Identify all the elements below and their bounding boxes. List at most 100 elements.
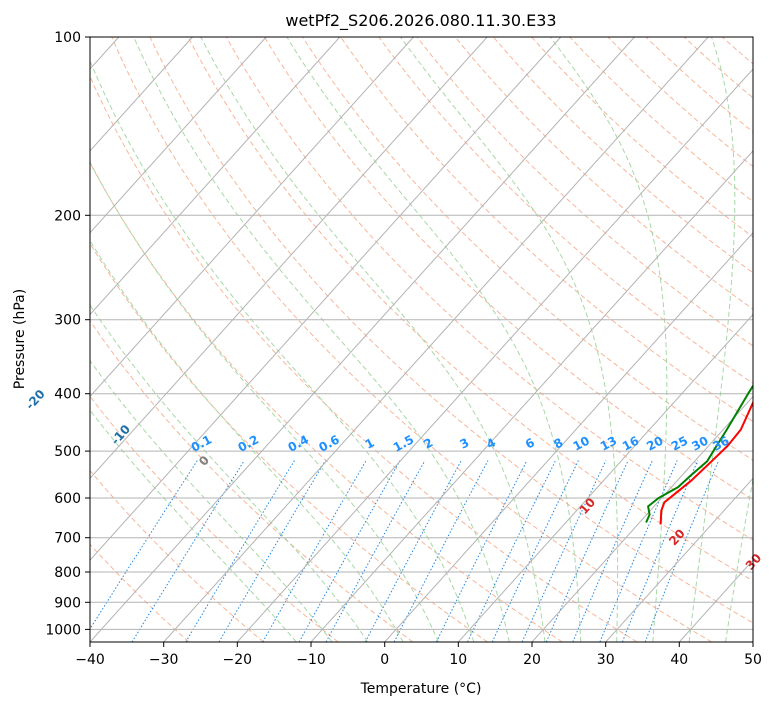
x-tick-label: −10 — [296, 652, 326, 668]
x-tick-label: 0 — [380, 652, 389, 668]
mixing-ratio-line — [218, 460, 326, 642]
mixing-ratio-label: 10 — [571, 433, 592, 453]
isotherm-line — [90, 37, 414, 398]
y-tick-label: 700 — [54, 531, 81, 547]
dry-adiabat-line — [761, 37, 775, 642]
moist-adiabat-line — [90, 59, 475, 642]
isotherm-line — [90, 37, 341, 316]
moist-adiabat-line — [688, 37, 736, 642]
x-axis-label: Temperature (°C) — [360, 681, 482, 697]
x-tick-label: −20 — [223, 652, 253, 668]
mixing-ratio-line — [644, 460, 720, 642]
mixing-ratio-label: 2 — [421, 435, 435, 451]
moist-adiabat-label: 20 — [666, 526, 688, 548]
isotherm-line — [384, 232, 753, 642]
dry-adiabat-line — [493, 37, 753, 274]
dry-adiabat-line — [569, 37, 753, 203]
mixing-ratio-label: 3 — [457, 435, 471, 451]
isotherm-line — [90, 37, 488, 480]
isotherm-line — [90, 37, 193, 152]
mixing-ratio-line — [393, 460, 489, 642]
y-tick-label: 800 — [54, 565, 81, 581]
x-tick-label: 50 — [744, 652, 762, 668]
mixing-ratio-line — [364, 460, 462, 642]
moist-adiabat-line — [90, 160, 439, 642]
dry-adiabat-line — [90, 543, 190, 642]
mixing-ratio-label: 4 — [484, 435, 498, 451]
mixing-ratio-line — [325, 460, 426, 642]
x-tick-label: −30 — [149, 652, 179, 668]
mixing-ratio-label: 30 — [689, 433, 710, 453]
y-axis-label: Pressure (hPa) — [12, 289, 28, 389]
grid-lines — [90, 37, 753, 642]
y-tick-label: 300 — [54, 313, 81, 329]
dry-adiabat-line — [90, 395, 339, 642]
dry-adiabat-line — [378, 37, 753, 384]
y-tick-label: 500 — [54, 444, 81, 460]
mixing-ratio-label: 16 — [620, 433, 641, 453]
y-tick-label: 600 — [54, 491, 81, 507]
dry-adiabat-label: -20 — [23, 387, 48, 412]
dry-adiabat-line — [302, 37, 753, 461]
background-lines — [90, 37, 775, 642]
dewpoint-line — [645, 384, 753, 523]
moist-adiabat-line — [90, 304, 369, 642]
y-tick-label: 1000 — [45, 622, 81, 638]
isotherm-line — [236, 68, 753, 642]
isotherm-line — [310, 150, 753, 642]
mixing-ratio-label: 1 — [363, 435, 377, 451]
mixing-ratio-line — [435, 460, 528, 642]
dry-adiabat-line — [645, 37, 753, 133]
dry-adiabat-line — [607, 37, 753, 168]
dry-adiabat-line — [149, 37, 753, 624]
moist-adiabat-line — [90, 359, 333, 642]
dry-adiabat-line — [187, 37, 753, 582]
x-axis: −40 −30 −20 −10 0 10 20 30 40 50 — [75, 642, 762, 668]
dry-adiabat-line — [264, 37, 753, 501]
isotherm-line — [531, 395, 753, 642]
mixing-ratio-line — [545, 460, 629, 642]
line-labels: 0.10.20.40.611.52346810131620253036-100-… — [23, 387, 764, 573]
isotherm-line — [90, 37, 267, 234]
mixing-ratio-line — [572, 460, 653, 642]
dry-adiabat-line — [90, 75, 638, 642]
moist-adiabat-line — [90, 239, 404, 642]
isotherm-line — [90, 37, 562, 561]
mixing-ratio-line — [621, 460, 699, 642]
mixing-ratio-label: 25 — [669, 433, 690, 453]
x-tick-label: 30 — [597, 652, 615, 668]
moist-adiabat-line — [286, 37, 582, 642]
dry-adiabat-line — [90, 242, 488, 642]
y-tick-label: 400 — [54, 387, 81, 403]
mixing-ratio-line — [298, 460, 401, 642]
mixing-ratio-line — [491, 460, 579, 642]
temperature-line — [659, 400, 753, 525]
isotherm-line — [605, 477, 753, 642]
mixing-ratio-line — [599, 460, 678, 642]
x-tick-label: 20 — [523, 652, 541, 668]
mixing-ratio-label: 20 — [644, 433, 665, 453]
x-tick-label: 40 — [670, 652, 688, 668]
y-tick-label: 200 — [54, 208, 81, 224]
moist-adiabat-line — [549, 37, 668, 642]
dry-adiabat-line — [111, 37, 712, 642]
isotherm-line — [752, 641, 753, 642]
x-tick-label: 10 — [449, 652, 467, 668]
mixing-ratio-line — [467, 460, 557, 642]
mixing-ratio-label: 36 — [710, 433, 731, 453]
dry-adiabat-line — [416, 37, 753, 347]
y-tick-label: 900 — [54, 595, 81, 611]
dry-adiabat-line — [225, 37, 753, 541]
y-tick-label: 100 — [54, 30, 81, 46]
mixing-ratio-line — [90, 460, 198, 630]
moist-adiabat-line — [133, 37, 510, 642]
x-tick-label: −40 — [75, 652, 105, 668]
isotherm-line — [457, 313, 753, 642]
mixing-ratio-label: 13 — [598, 433, 619, 453]
isotherm-line — [90, 37, 635, 642]
mixing-ratio-line — [185, 460, 295, 642]
isotherm-line — [678, 559, 753, 642]
dry-adiabat-line — [90, 469, 264, 642]
moist-adiabat-line — [200, 37, 546, 642]
mixing-ratio-label: 6 — [523, 435, 537, 451]
